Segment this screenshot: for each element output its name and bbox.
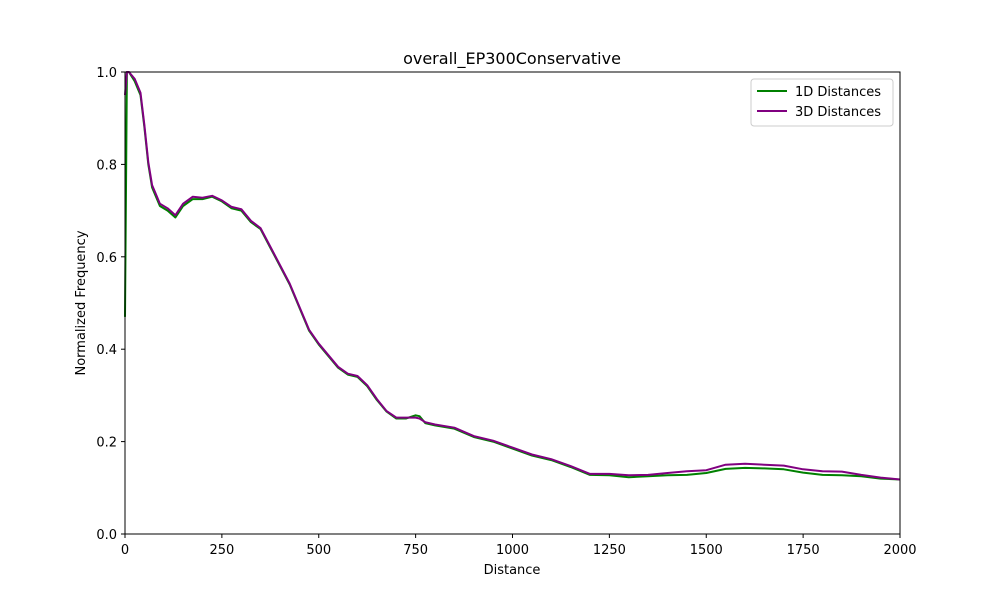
y-tick-label: 0.4 bbox=[96, 343, 117, 358]
x-tick-label: 1250 bbox=[593, 543, 626, 558]
x-tick-label: 1750 bbox=[787, 543, 820, 558]
y-axis: 0.0 0.2 0.4 0.6 0.8 1.0 bbox=[96, 66, 125, 543]
legend-label-3d: 3D Distances bbox=[795, 105, 881, 120]
y-tick-label: 0.0 bbox=[96, 528, 117, 543]
series-layer bbox=[124, 71, 901, 481]
x-tick-label: 750 bbox=[403, 543, 428, 558]
y-tick-label: 0.2 bbox=[96, 436, 117, 451]
chart-title: overall_EP300Conservative bbox=[403, 49, 621, 69]
y-tick-label: 1.0 bbox=[96, 66, 117, 81]
x-tick-label: 0 bbox=[121, 543, 129, 558]
x-tick-label: 1500 bbox=[690, 543, 723, 558]
x-axis-label: Distance bbox=[484, 563, 541, 578]
x-tick-label: 1000 bbox=[496, 543, 529, 558]
series-line-3d bbox=[124, 71, 901, 481]
x-tick-label: 500 bbox=[306, 543, 331, 558]
x-axis: 0 250 500 750 1000 1250 1500 1750 2000 bbox=[121, 534, 917, 558]
x-tick-label: 2000 bbox=[883, 543, 916, 558]
x-tick-label: 250 bbox=[209, 543, 234, 558]
y-axis-label: Normalized Frequency bbox=[74, 230, 89, 375]
y-tick-label: 0.6 bbox=[96, 251, 117, 266]
legend: 1D Distances 3D Distances bbox=[750, 78, 894, 127]
legend-label-1d: 1D Distances bbox=[795, 85, 881, 100]
y-tick-label: 0.8 bbox=[96, 158, 117, 173]
